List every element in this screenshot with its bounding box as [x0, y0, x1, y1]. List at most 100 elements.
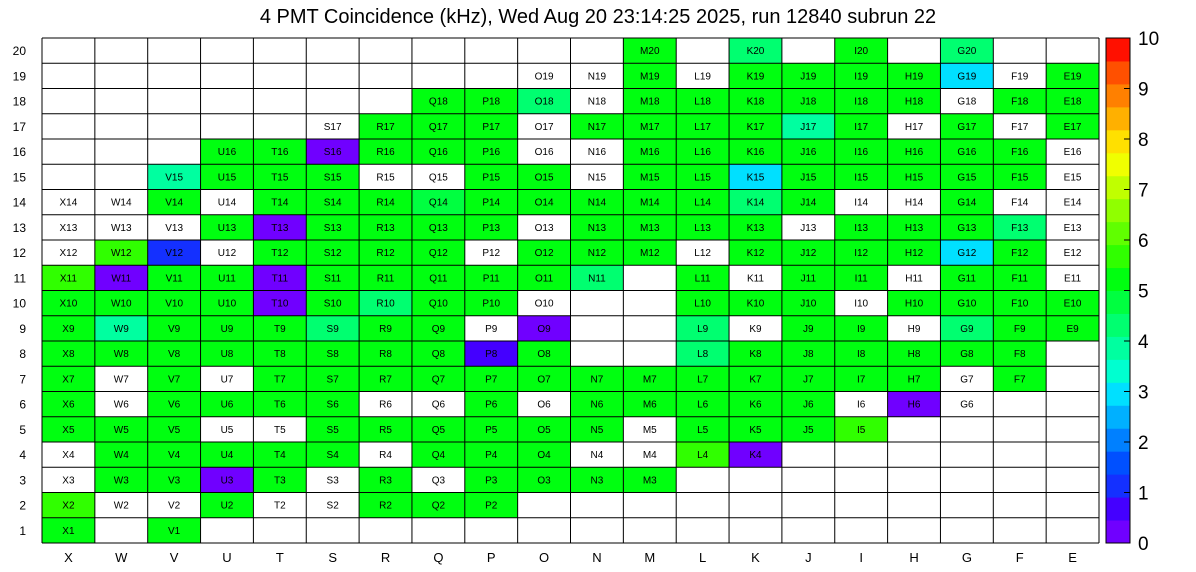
cell-label: O13: [535, 223, 554, 234]
heatmap-cell: [147, 467, 201, 493]
heatmap-cell: [200, 366, 254, 392]
cell-label: U6: [221, 400, 234, 411]
heatmap-cell: [411, 416, 465, 442]
cell-label: K19: [747, 71, 765, 82]
cell-label: K14: [747, 198, 765, 209]
cell-label: I19: [854, 71, 868, 82]
heatmap-cell: [940, 290, 994, 316]
heatmap-cell: [729, 164, 782, 190]
heatmap-cell: [411, 189, 465, 215]
heatmap-cell: [676, 139, 730, 165]
x-tick-label: S: [328, 550, 337, 565]
cell-label: I15: [854, 172, 868, 183]
heatmap-cell: [887, 189, 941, 215]
cell-label: T10: [271, 299, 289, 310]
cell-label: S11: [324, 273, 341, 284]
heatmap-cell: [42, 467, 95, 493]
cell-label: U8: [221, 349, 234, 360]
y-tick-label: 9: [19, 322, 26, 336]
heatmap-cell: [464, 341, 518, 367]
colorbar-tick-label: 9: [1138, 80, 1149, 101]
heatmap-cell: [94, 290, 148, 316]
heatmap-cell: [1046, 290, 1099, 316]
colorbar: [1105, 37, 1131, 544]
heatmap-cell: [623, 366, 677, 392]
heatmap-cell: [676, 265, 730, 291]
cell-label: T15: [271, 172, 289, 183]
cell-label: R12: [376, 248, 395, 259]
heatmap-cell: [147, 442, 201, 468]
cell-label: I7: [857, 374, 866, 385]
cell-label: V4: [168, 450, 181, 461]
heatmap-cell: [42, 391, 95, 417]
heatmap-cell: [94, 442, 148, 468]
cell-label: M16: [640, 147, 660, 158]
heatmap-cell: [729, 38, 782, 64]
heatmap-cell: [570, 366, 624, 392]
cell-label: Q2: [432, 501, 446, 512]
heatmap-cell: [887, 366, 941, 392]
heatmap-cell: [781, 164, 835, 190]
colorbar-segment: [1106, 428, 1130, 452]
cell-label: N15: [588, 172, 607, 183]
cell-label: O14: [535, 198, 554, 209]
heatmap-cell: [411, 341, 465, 367]
cell-label: I14: [854, 198, 868, 209]
heatmap-cell: [253, 315, 307, 341]
cell-label: U12: [218, 248, 237, 259]
cell-label: H7: [908, 374, 921, 385]
colorbar-segment: [1106, 474, 1130, 498]
heatmap-cell: [676, 214, 730, 240]
heatmap-cell: [1046, 139, 1099, 165]
heatmap-cell: [676, 63, 730, 89]
heatmap-cell: [464, 113, 518, 139]
cell-label: I13: [854, 223, 868, 234]
x-tick-label: L: [699, 550, 706, 565]
cell-label: X5: [62, 425, 75, 436]
heatmap-cell: [623, 189, 677, 215]
x-tick-label: M: [644, 550, 655, 565]
cell-label: O10: [535, 299, 554, 310]
heatmap-cell: [517, 164, 571, 190]
heatmap-cell: [993, 63, 1047, 89]
cell-label: L12: [694, 248, 711, 259]
x-tick-label: F: [1016, 550, 1024, 565]
cell-label: Q17: [429, 122, 448, 133]
heatmap-cell: [887, 88, 941, 114]
cell-label: U13: [218, 223, 237, 234]
heatmap-cell: [834, 214, 888, 240]
cell-label: L4: [697, 450, 709, 461]
y-tick-label: 17: [13, 120, 27, 134]
heatmap-cell: [940, 189, 994, 215]
cell-label: X7: [62, 374, 75, 385]
heatmap-cell: [781, 63, 835, 89]
colorbar-tick-label: 6: [1138, 231, 1149, 252]
heatmap-cell: [940, 63, 994, 89]
x-tick-label: J: [805, 550, 812, 565]
cell-label: N16: [588, 147, 607, 158]
cell-label: V7: [168, 374, 181, 385]
x-tick-label: T: [276, 550, 284, 565]
heatmap-cell: [729, 290, 782, 316]
heatmap-cell: [623, 416, 677, 442]
heatmap-cell: [306, 113, 360, 139]
cell-label: G19: [957, 71, 976, 82]
heatmap-cell: [42, 366, 95, 392]
heatmap-cell: [729, 240, 782, 266]
heatmap-cell: [200, 265, 254, 291]
x-tick-label: O: [539, 550, 549, 565]
cell-label: V11: [166, 273, 183, 284]
cell-label: O18: [535, 97, 554, 108]
heatmap-cell: [940, 38, 994, 64]
cell-label: W11: [111, 273, 131, 284]
heatmap-cell: [411, 214, 465, 240]
heatmap-cell: [1046, 189, 1099, 215]
cell-label: O17: [535, 122, 554, 133]
cell-label: I11: [855, 273, 869, 284]
y-tick-label: 13: [13, 221, 27, 235]
heatmap-cell: [306, 391, 360, 417]
cell-label: F14: [1011, 198, 1029, 209]
y-axis-tick-labels: 20 19 18 17 16 15 14 13 12 11 10 9 8 7 6 5 4 3 2 1: [13, 44, 27, 538]
cell-label: O19: [535, 71, 554, 82]
heatmap-cell: [306, 164, 360, 190]
